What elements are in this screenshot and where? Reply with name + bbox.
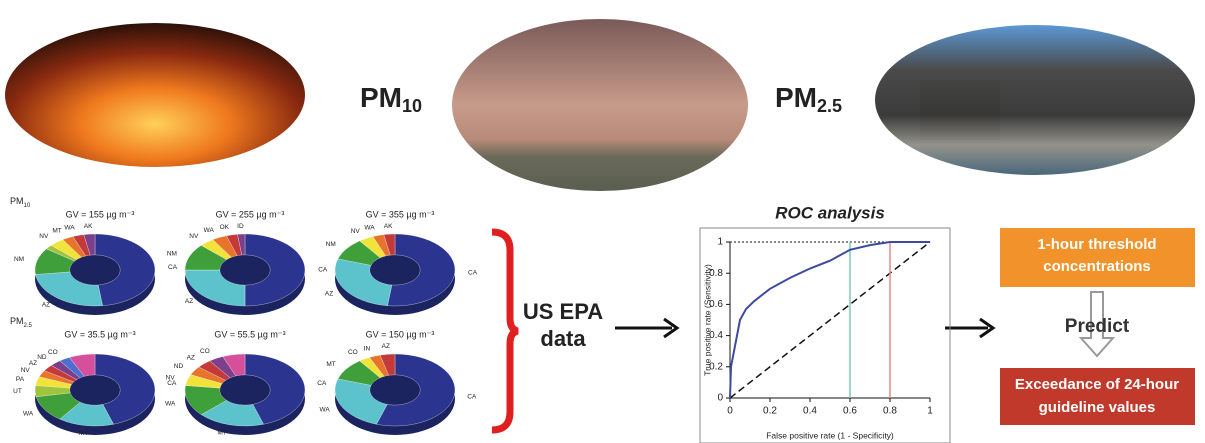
x-tick-label: 0.8	[883, 406, 897, 417]
pm25-sub: 2.5	[817, 96, 842, 116]
donut-title: GV = 255 µg m⁻³	[216, 209, 285, 219]
source-line: data	[540, 326, 586, 351]
slice-label: MT	[79, 430, 88, 437]
slice-label: OK	[220, 224, 230, 231]
slice-label: MT	[326, 361, 335, 368]
donut-title: GV = 150 µg m⁻³	[366, 329, 435, 339]
pm25-text: PM	[775, 82, 817, 113]
x-tick-label: 0	[727, 406, 733, 417]
donut-title: GV = 155 µg m⁻³	[66, 209, 135, 219]
group-label-text: PM	[10, 196, 24, 206]
pm10-text: PM	[360, 82, 402, 113]
pm10-label: PM10	[360, 82, 422, 115]
y-tick-label: 1	[717, 237, 723, 248]
y-tick-label: 0.4	[709, 330, 723, 341]
predict-label: Predict	[1065, 316, 1130, 337]
slice-label: WA	[364, 225, 375, 232]
arrow	[615, 319, 677, 337]
slice-label: NM	[14, 256, 24, 263]
slice-label: WA	[165, 400, 176, 407]
slice-label: CO	[200, 348, 210, 355]
y-tick-label: 0.8	[709, 268, 723, 279]
slice-label: MT	[217, 429, 226, 436]
slice-label: WA	[204, 227, 215, 234]
arrow	[945, 319, 993, 337]
slice-label: WA	[64, 225, 75, 232]
slice-label: NV	[166, 374, 176, 381]
slice-label: AZ	[325, 290, 333, 297]
y-tick-label: 0.6	[709, 299, 723, 310]
exceedance-text: guideline values	[1039, 399, 1156, 416]
slice-label: CA	[317, 380, 327, 387]
slice-label: NV	[189, 233, 199, 240]
slice-label: AZ	[42, 301, 50, 308]
slice-label: CA	[467, 394, 477, 401]
slice-label: AK	[384, 223, 393, 230]
slice-label: WA	[23, 410, 34, 417]
slice-label: AZ	[382, 343, 390, 350]
slice-label: WA	[320, 407, 331, 414]
y-tick-label: 0.2	[709, 361, 723, 372]
slice-label: NM	[167, 251, 177, 258]
slice-label: CA	[318, 267, 328, 274]
slice-label: ID	[237, 223, 244, 230]
slice-label: CO	[48, 349, 58, 356]
slice-label: AK	[84, 223, 93, 230]
group-label: PM2.5	[10, 316, 33, 328]
donut-title: GV = 55.5 µg m⁻³	[214, 329, 285, 339]
slice-label: PA	[16, 376, 25, 383]
threshold-text: concentrations	[1043, 258, 1151, 275]
exceedance-text: Exceedance of 24-hour	[1015, 376, 1179, 393]
slice-label: AZ	[29, 360, 37, 367]
group-label-sub: 2.5	[24, 323, 33, 329]
chart-title: ROC analysis	[775, 203, 885, 222]
slice-label: IN	[364, 345, 371, 352]
y-axis-label: True positive rate (Sensitivity)	[702, 264, 712, 376]
threshold-text: 1-hour threshold	[1037, 236, 1156, 253]
slice-label: MT	[52, 228, 61, 235]
slice-label: CO	[348, 349, 358, 356]
dust-storm-photo	[452, 19, 748, 191]
wildfire-photo	[5, 23, 305, 167]
graphical-abstract: PM10 PM2.5 US EPA data 1-hour threshold …	[0, 0, 1205, 443]
slice-label: UT	[13, 388, 22, 395]
slice-label: NV	[21, 367, 31, 374]
slice-label: ND	[37, 354, 47, 361]
chance-line	[730, 242, 930, 398]
slice-label: CA	[168, 264, 178, 271]
slice-label: AZ	[187, 355, 195, 362]
donut-title: GV = 355 µg m⁻³	[366, 209, 435, 219]
group-label-text: PM	[10, 316, 24, 326]
x-axis-label: False positive rate (1 - Specificity)	[766, 430, 894, 440]
brace	[492, 232, 518, 430]
pm10-sub: 10	[402, 96, 422, 116]
group-label-sub: 10	[24, 203, 31, 209]
slice-label: CA	[468, 269, 478, 276]
donut-title: GV = 35.5 µg m⁻³	[64, 329, 135, 339]
slice-label: ND	[174, 363, 184, 370]
slice-label: NV	[39, 233, 49, 240]
industrial-smoke-photo	[875, 25, 1195, 175]
source-line: US EPA	[523, 299, 603, 324]
slice-label: AZ	[185, 298, 193, 305]
x-tick-label: 0.6	[843, 406, 857, 417]
slice-label: NM	[326, 241, 336, 248]
x-tick-label: 0.2	[763, 406, 777, 417]
y-tick-label: 0	[717, 393, 723, 404]
slice-label: NV	[351, 228, 361, 235]
x-tick-label: 0.4	[803, 406, 817, 417]
x-tick-label: 1	[927, 406, 933, 417]
pm25-label: PM2.5	[775, 82, 842, 115]
group-label: PM10	[10, 196, 31, 208]
